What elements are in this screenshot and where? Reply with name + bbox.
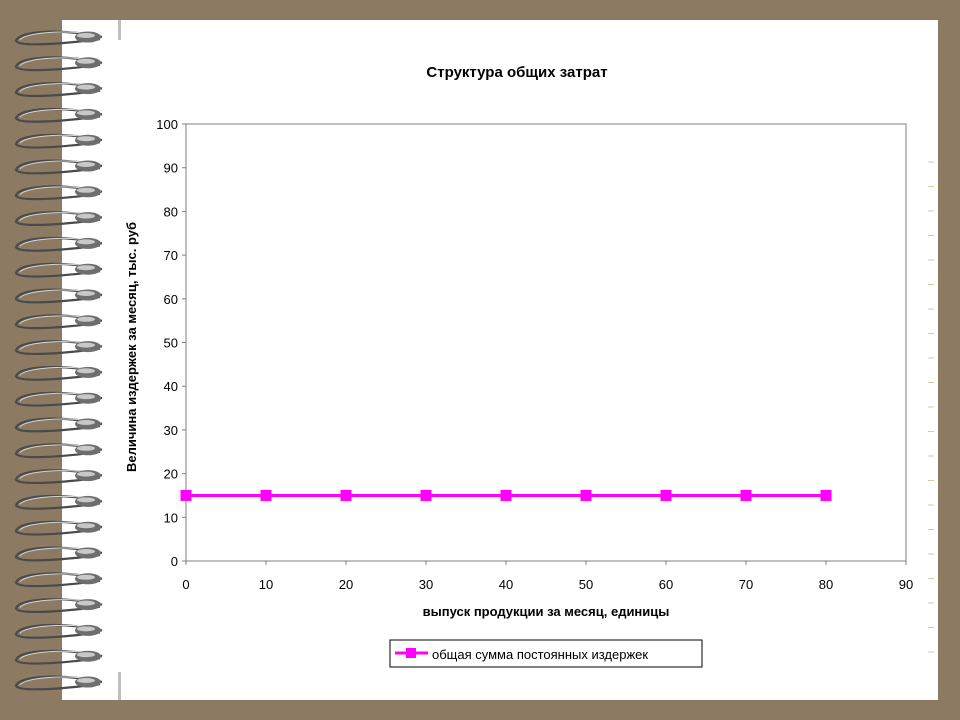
data-point — [180, 489, 192, 501]
x-tick-label: 40 — [499, 577, 513, 592]
spiral-binding-icon — [14, 30, 103, 691]
y-tick-label: 40 — [164, 379, 178, 394]
y-tick-label: 60 — [164, 292, 178, 307]
x-tick-label: 0 — [182, 577, 189, 592]
page-edge-bottom — [118, 672, 121, 700]
page-edge-top — [118, 20, 121, 40]
y-tick-label: 80 — [164, 204, 178, 219]
y-tick-label: 100 — [156, 117, 178, 132]
chart-title: Структура общих затрат — [426, 64, 607, 81]
spiral-ring — [14, 417, 103, 433]
y-tick-label: 0 — [171, 554, 178, 569]
spiral-ring — [14, 365, 103, 381]
spiral-ring — [14, 675, 103, 691]
spiral-ring — [14, 494, 103, 510]
x-axis: 0 10 20 30 40 50 60 70 80 90 — [182, 561, 913, 592]
spiral-ring — [14, 262, 103, 278]
data-point — [740, 489, 752, 501]
y-tick-label: 20 — [164, 467, 178, 482]
y-axis: 0 10 20 30 40 50 60 70 80 90 100 — [156, 117, 186, 569]
spiral-ring — [14, 56, 103, 72]
spiral-ring — [14, 288, 103, 304]
x-tick-label: 10 — [259, 577, 273, 592]
x-tick-label: 60 — [659, 577, 673, 592]
spiral-ring — [14, 598, 103, 614]
x-tick-label: 20 — [339, 577, 353, 592]
spiral-ring — [14, 30, 103, 46]
spiral-ring — [14, 185, 103, 201]
spiral-ring — [14, 236, 103, 252]
data-point — [660, 489, 672, 501]
spiral-ring — [14, 443, 103, 459]
spiral-ring — [14, 133, 103, 149]
y-axis-label: Величина издержек за месяц, тыс. руб — [124, 222, 139, 472]
y-tick-label: 50 — [164, 336, 178, 351]
spiral-ring — [14, 107, 103, 123]
spiral-ring — [14, 314, 103, 330]
data-point — [580, 489, 592, 501]
data-point — [500, 489, 512, 501]
spiral-ring — [14, 159, 103, 175]
x-tick-label: 30 — [419, 577, 433, 592]
legend-label: общая сумма постоянных издержек — [432, 647, 648, 662]
x-tick-label: 70 — [739, 577, 753, 592]
legend: общая сумма постоянных издержек — [389, 639, 703, 668]
spiral-ring — [14, 623, 103, 639]
legend-marker — [406, 648, 416, 658]
x-tick-label: 80 — [819, 577, 833, 592]
spiral-ring — [14, 572, 103, 588]
spiral-ring — [14, 649, 103, 665]
plot-area — [185, 123, 907, 562]
page-edge-marks — [928, 161, 934, 653]
y-tick-label: 30 — [164, 423, 178, 438]
series-layer — [180, 489, 832, 501]
x-axis-label: выпуск продукции за месяц, единицы — [423, 604, 670, 619]
data-point — [820, 489, 832, 501]
spiral-ring — [14, 546, 103, 562]
y-tick-label: 70 — [164, 248, 178, 263]
spiral-ring — [14, 340, 103, 356]
data-point — [260, 489, 272, 501]
spiral-ring — [14, 520, 103, 536]
x-tick-label: 50 — [579, 577, 593, 592]
spiral-ring — [14, 391, 103, 407]
y-tick-label: 90 — [164, 161, 178, 176]
spiral-ring — [14, 211, 103, 227]
legend-box — [389, 639, 703, 668]
data-point — [420, 489, 432, 501]
x-tick-label: 90 — [899, 577, 913, 592]
spiral-ring — [14, 82, 103, 98]
y-tick-label: 10 — [164, 510, 178, 525]
spiral-ring — [14, 469, 103, 485]
data-point — [340, 489, 352, 501]
